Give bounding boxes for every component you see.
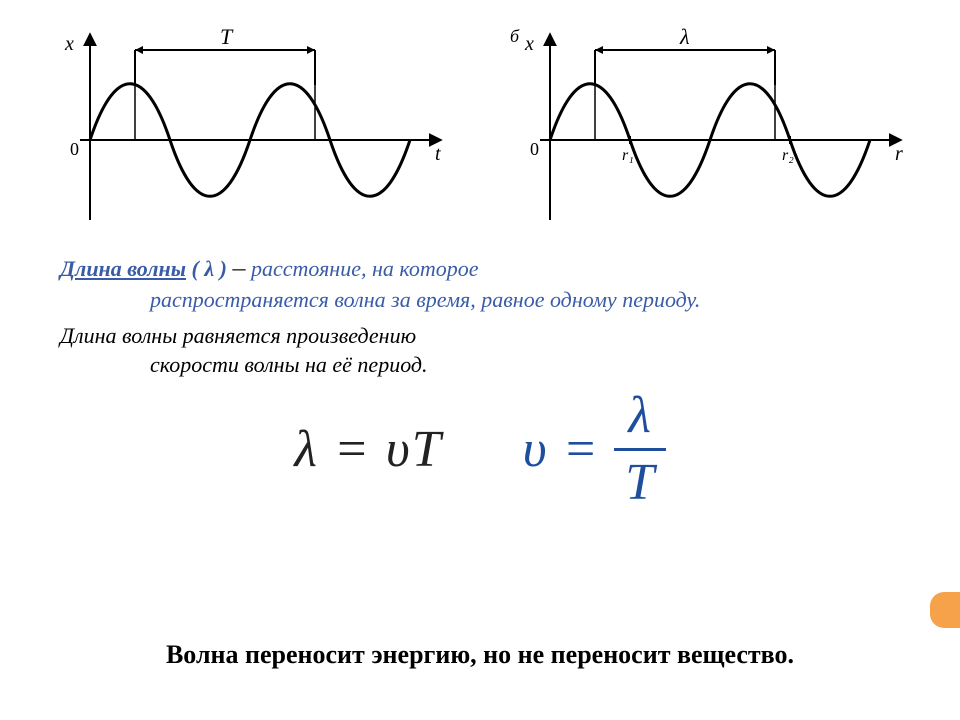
axis-x-label-left: t xyxy=(435,143,441,165)
formula-v-lambda-over-T: υ = λ T xyxy=(523,390,666,509)
axis-x-label-right: r xyxy=(895,143,903,165)
definition-line1: Длина волны ( λ ) – расстояние, на котор… xyxy=(60,250,900,285)
formula2-lhs: υ xyxy=(523,420,547,479)
graph-wavelength: λ б x 0 r₁ r₂ r xyxy=(500,20,920,230)
panel-label-b: б xyxy=(510,26,520,46)
conclusion-text: Волна переносит энергию, но не переносит… xyxy=(0,640,960,670)
graphs-row: T x 0 t λ б xyxy=(0,0,960,230)
tick-r2: r₂ xyxy=(782,147,794,164)
secondary2: скорости волны на её период. xyxy=(60,350,900,380)
annotation-lambda: λ xyxy=(679,24,690,49)
definition-body1: расстояние, на которое xyxy=(251,256,479,281)
formula-row: λ = υT υ = λ T xyxy=(0,390,960,509)
axis-y-label-left: x xyxy=(64,33,74,55)
definition-symbol: ( λ ) xyxy=(192,256,227,281)
formula2-numerator: λ xyxy=(628,390,651,442)
orange-tab-decoration xyxy=(930,592,960,628)
origin-label-right: 0 xyxy=(530,139,539,159)
definition-body2: распространяется волна за время, равное … xyxy=(60,285,900,315)
tick-r1: r₁ xyxy=(622,147,634,164)
annotation-T: T xyxy=(220,24,234,49)
definition-dash: – xyxy=(232,253,245,282)
formula-lambda-vT: λ = υT xyxy=(294,420,442,479)
definition-block: Длина волны ( λ ) – расстояние, на котор… xyxy=(0,230,960,380)
origin-label-left: 0 xyxy=(70,139,79,159)
axis-y-label-right: x xyxy=(524,33,534,55)
secondary1: Длина волны равняется произведению xyxy=(60,321,900,351)
fraction-line xyxy=(614,448,666,451)
graph-period: T x 0 t xyxy=(40,20,460,230)
formula2-eq: = xyxy=(563,420,598,479)
formula2-denominator: T xyxy=(625,457,654,509)
definition-term: Длина волны xyxy=(60,256,186,281)
formula2-fraction: λ T xyxy=(614,390,666,509)
